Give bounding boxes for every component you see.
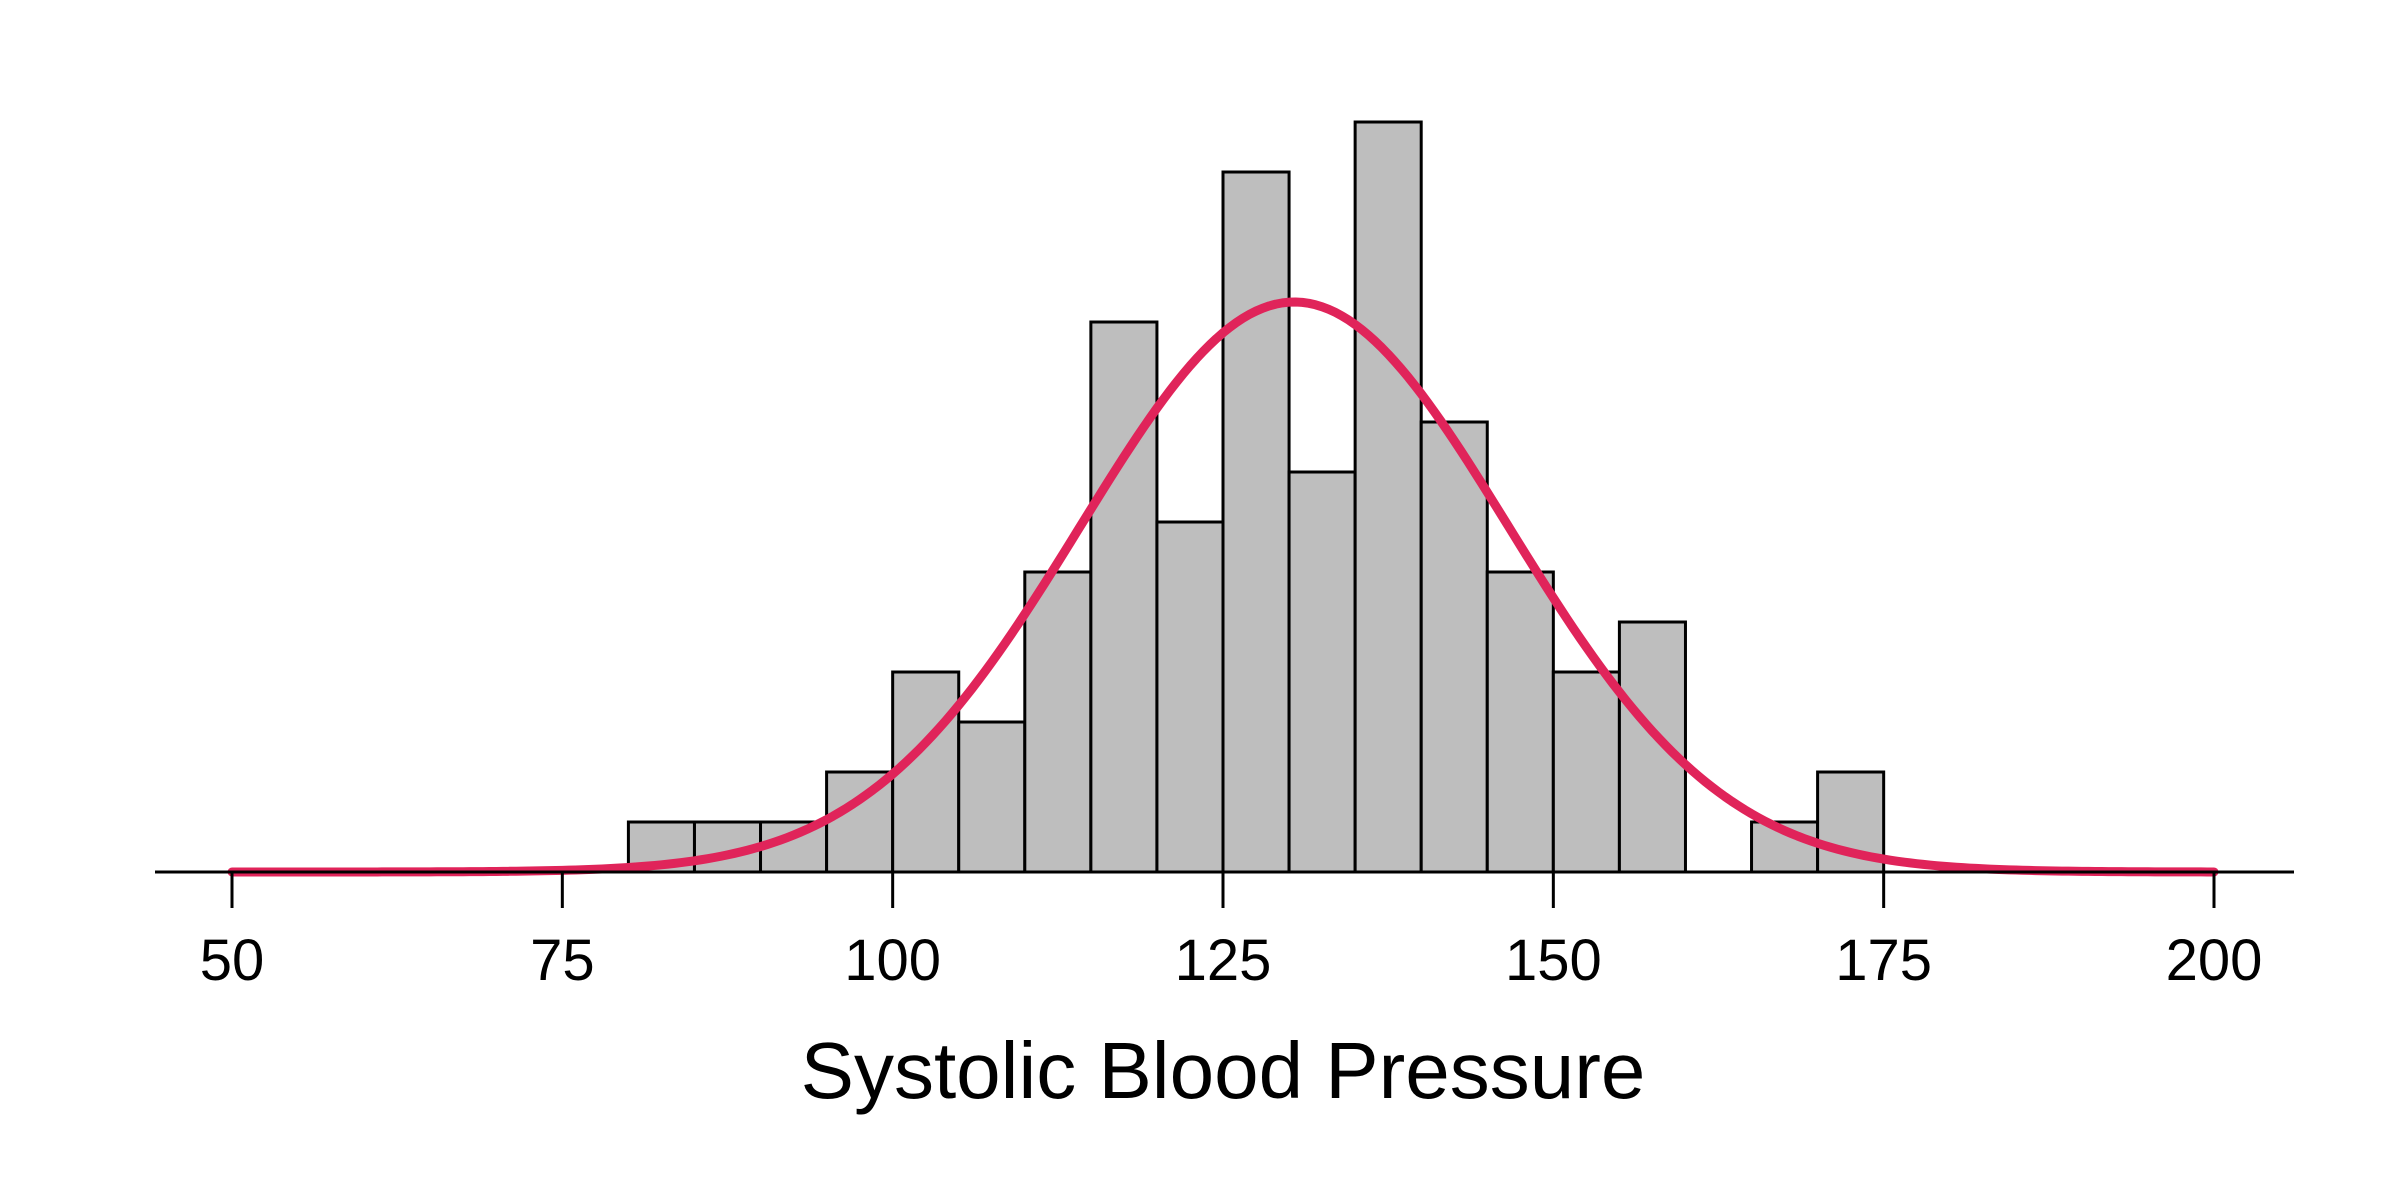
x-tick-label: 75 xyxy=(530,928,595,993)
x-axis-ticks: 50 75 100 125 150 175 200 xyxy=(200,872,2263,993)
histogram-bar xyxy=(1023,570,1093,874)
histogram-bar xyxy=(1155,520,1225,874)
histogram-bar xyxy=(1419,420,1489,874)
histogram-bar xyxy=(1551,670,1621,874)
histogram-bar xyxy=(1089,320,1159,874)
x-tick-label: 200 xyxy=(2166,928,2263,993)
x-tick-label: 125 xyxy=(1175,928,1272,993)
histogram-bar xyxy=(1617,620,1687,874)
histogram-bar xyxy=(891,670,961,874)
x-tick-label: 100 xyxy=(844,928,941,993)
histogram-bar xyxy=(1287,470,1357,874)
x-axis-title: Systolic Blood Pressure xyxy=(801,1026,1646,1115)
histogram-bars xyxy=(626,120,1886,874)
histogram-bar xyxy=(1485,570,1555,874)
x-tick-label: 50 xyxy=(200,928,265,993)
normal-density-curve xyxy=(227,297,2219,877)
x-tick-label: 175 xyxy=(1835,928,1932,993)
histogram-bar xyxy=(1221,170,1291,874)
histogram-bar xyxy=(957,720,1027,874)
histogram-bar xyxy=(1353,120,1423,874)
x-tick-label: 150 xyxy=(1505,928,1602,993)
